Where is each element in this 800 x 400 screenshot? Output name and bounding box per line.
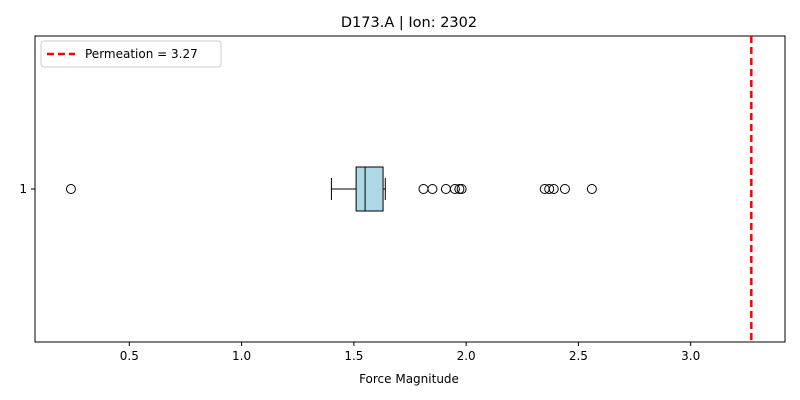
x-tick-label: 2.0 [457, 349, 476, 363]
outlier-point [456, 184, 467, 194]
iqr-box [355, 166, 384, 212]
outlier-point [548, 184, 559, 194]
outlier-point [449, 184, 460, 194]
chart-title: D173.A | Ion: 2302 [341, 15, 477, 31]
x-tick-label: 1.5 [344, 349, 363, 363]
legend-box [40, 40, 222, 68]
outlier-points [65, 184, 597, 194]
outlier-point [440, 184, 451, 194]
y-axis: 1 [19, 182, 35, 196]
legend: Permeation = 3.27 [40, 40, 222, 68]
legend-label: Permeation = 3.27 [85, 47, 198, 61]
x-tick-label: 2.5 [569, 349, 588, 363]
outlier-point [65, 184, 76, 194]
x-tick-label: 0.5 [120, 349, 139, 363]
x-axis-title: Force Magnitude [359, 372, 459, 386]
outlier-point [544, 184, 555, 194]
outlier-point [427, 184, 438, 194]
x-axis: 0.5 1.0 1.5 2.0 2.5 3.0 [120, 342, 700, 363]
x-tick-label: 1.0 [232, 349, 251, 363]
outlier-point [559, 184, 570, 194]
box-plot [330, 166, 386, 212]
outlier-point [418, 184, 429, 194]
outlier-point [454, 184, 465, 194]
plot-area [34, 35, 786, 343]
y-tick-label: 1 [19, 182, 27, 196]
outlier-point [586, 184, 597, 194]
x-tick-label: 3.0 [681, 349, 700, 363]
